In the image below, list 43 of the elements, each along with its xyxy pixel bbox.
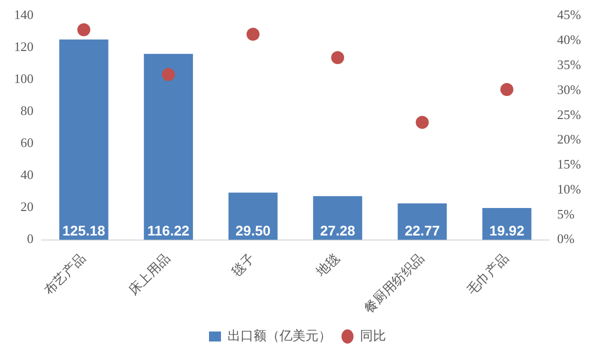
data-label: 29.50	[236, 222, 271, 239]
point	[246, 28, 260, 41]
y2-tick-label: 40%	[557, 32, 582, 48]
legend-label: 同比	[360, 328, 386, 344]
bar	[59, 40, 108, 240]
bar	[228, 192, 278, 240]
y-tick-label: 100	[14, 71, 34, 86]
data-label: 22.77	[404, 222, 440, 239]
point	[77, 23, 90, 36]
bar	[144, 54, 193, 240]
y-tick-label: 140	[14, 7, 34, 22]
x-tick-label: 毯子	[229, 250, 258, 280]
y-tick-label: 40	[20, 167, 34, 182]
x-tick-label: 毛巾产品	[464, 250, 512, 298]
y-tick-label: 0	[27, 231, 34, 246]
y-tick-label: 20	[20, 199, 34, 214]
y2-tick-label: 35%	[557, 57, 582, 72]
y-tick-label: 120	[14, 39, 34, 54]
data-label: 116.22	[147, 222, 190, 239]
point	[500, 82, 514, 96]
point	[416, 116, 429, 129]
data-label: 125.18	[62, 222, 106, 239]
y2-tick-label: 30%	[557, 82, 582, 97]
x-tick-label: 地毯	[313, 250, 343, 281]
x-tick-label: 床上用品	[126, 250, 174, 298]
y2-tick-label: 45%	[557, 7, 582, 22]
point	[331, 51, 344, 64]
data-label: 19.92	[489, 222, 525, 239]
legend-label: 出口额（亿美元）	[228, 328, 332, 344]
y2-tick-label: 10%	[557, 181, 582, 196]
point	[162, 68, 175, 82]
y2-tick-label: 5%	[557, 206, 575, 222]
x-tick-label: 餐厨用纺织品	[362, 250, 428, 317]
data-label: 27.28	[320, 222, 356, 239]
y2-tick-label: 25%	[557, 106, 582, 122]
x-tick-label: 布艺产品	[42, 250, 90, 298]
y-tick-label: 80	[20, 103, 34, 118]
y-tick-label: 60	[20, 135, 34, 150]
bar	[398, 203, 447, 240]
y2-tick-label: 15%	[557, 156, 582, 172]
y2-tick-label: 0%	[557, 231, 575, 246]
bar	[313, 196, 362, 240]
y2-tick-label: 20%	[557, 132, 582, 147]
